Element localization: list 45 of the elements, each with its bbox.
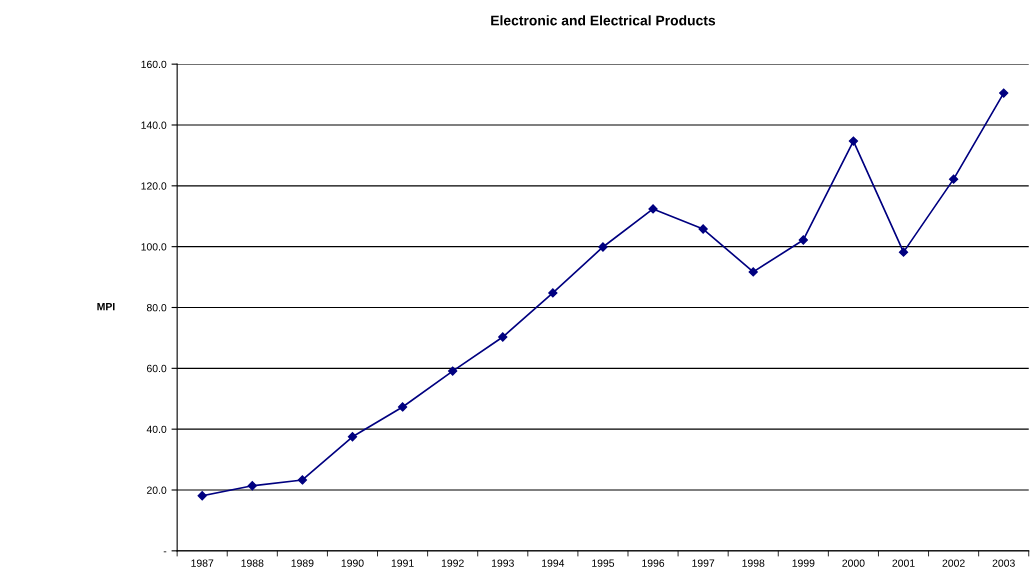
x-tick-label: 1997 [692, 559, 715, 567]
y-tick-label: 140.0 [141, 121, 167, 129]
point [197, 491, 207, 501]
point [848, 136, 859, 146]
x-tick-label: 1991 [391, 559, 414, 567]
point [598, 242, 608, 252]
point [297, 475, 308, 485]
point [999, 88, 1009, 98]
point [347, 432, 358, 442]
y-tick-label: 160.0 [141, 60, 167, 69]
x-tick-label: 1992 [441, 559, 464, 567]
y-tick-label: 20.0 [146, 486, 167, 494]
point [397, 402, 408, 412]
x-tick-label: 2000 [842, 559, 865, 567]
x-tick-label: 1994 [542, 559, 565, 567]
x-tick-label: 1999 [792, 559, 815, 567]
point [498, 332, 508, 342]
y-tick-label: 80.0 [146, 304, 167, 312]
x-tick-label: 2003 [992, 559, 1015, 567]
x-tick-label: 1998 [742, 559, 765, 567]
point [648, 204, 658, 214]
x-tick-label: 1993 [491, 559, 514, 567]
point [698, 224, 708, 234]
x-tick-label: 1988 [241, 559, 264, 567]
point [247, 481, 257, 491]
y-tick-label: 60.0 [147, 364, 167, 373]
point [798, 235, 808, 245]
x-tick-label: 2002 [942, 559, 965, 567]
chart-title: Electronic and Electrical Products [491, 15, 716, 26]
y-tick-label: 120.0 [141, 182, 167, 190]
x-tick-label: 1987 [191, 559, 214, 567]
x-tick-label: 1990 [341, 559, 364, 567]
point [748, 267, 758, 277]
point [448, 366, 458, 376]
x-tick-label: 2001 [892, 559, 915, 567]
x-tick-label: 1989 [291, 559, 314, 567]
y-tick-label: 100.0 [141, 243, 167, 251]
point [548, 288, 558, 298]
y-axis-title: MPI [97, 303, 115, 311]
point [898, 247, 909, 257]
point [948, 174, 959, 184]
y-tick-label: 40.0 [146, 425, 167, 434]
x-tick-label: 1995 [592, 559, 615, 567]
y-tick-label: - [163, 551, 167, 553]
x-tick-label: 1996 [642, 559, 665, 567]
